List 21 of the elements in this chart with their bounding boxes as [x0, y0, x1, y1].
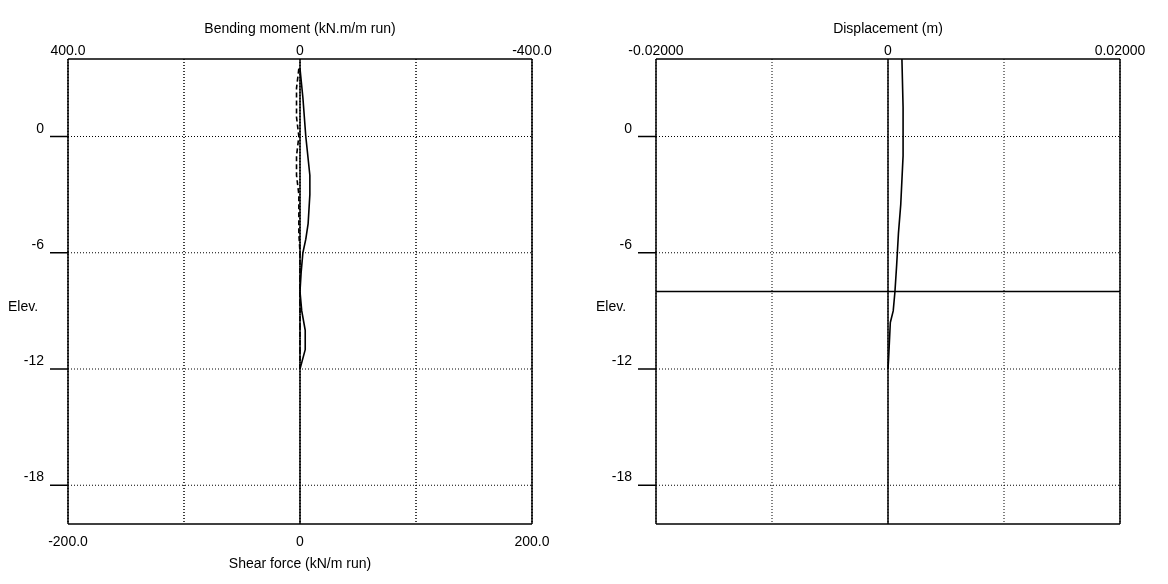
- y-tick-label: 0: [36, 119, 45, 136]
- y-tick-label: -18: [23, 468, 45, 485]
- y-axis-title: Elev.: [8, 297, 39, 314]
- y-tick-label: -12: [611, 352, 633, 368]
- y-tick-label: -6: [619, 235, 633, 252]
- x-axis-title: Shear force (kN/m run): [228, 555, 372, 571]
- x2-tick-label: -400.0: [512, 42, 553, 58]
- x2-axis-title: Bending moment (kN.m/m run): [204, 20, 396, 36]
- x-tick-label: 0.02000: [1094, 42, 1146, 58]
- y-axis-title: Elev.: [596, 297, 627, 314]
- x-tick-label: 0: [884, 42, 893, 58]
- y-tick-label: -18: [611, 468, 633, 485]
- x-tick-label: -200.0: [48, 533, 89, 549]
- x-tick-label: 200.0: [514, 533, 550, 549]
- y-tick-label: -12: [23, 352, 45, 368]
- x-tick-label: 0: [296, 533, 305, 549]
- x2-tick-label: 400.0: [50, 42, 86, 58]
- x-tick-label: -0.02000: [628, 42, 684, 58]
- y-tick-label: -6: [31, 235, 45, 252]
- y-tick-label: 0: [624, 119, 633, 136]
- x-axis-title: Displacement (m): [833, 20, 943, 36]
